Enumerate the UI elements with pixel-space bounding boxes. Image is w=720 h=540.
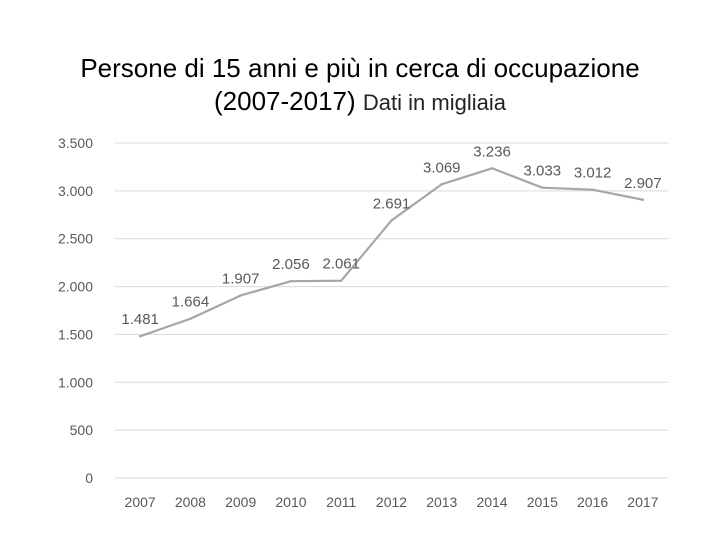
data-point [289, 280, 293, 283]
x-tick-label: 2014 [476, 494, 507, 510]
data-point [591, 188, 594, 191]
data-label: 3.069 [423, 159, 461, 176]
data-label: 1.664 [172, 294, 210, 311]
data-point [440, 183, 443, 186]
data-label: 2.907 [624, 175, 662, 192]
data-label: 3.236 [473, 143, 511, 160]
y-tick-label: 1.500 [58, 326, 93, 342]
x-tick-label: 2016 [577, 494, 608, 510]
data-point [541, 186, 544, 189]
data-point [239, 294, 242, 297]
data-label: 2.056 [272, 256, 310, 273]
data-label: 1.907 [222, 270, 260, 287]
data-label: 2.691 [373, 195, 411, 212]
chart-title: Persone di 15 anni e più in cerca di occ… [0, 52, 720, 119]
y-tick-label: 0 [85, 470, 93, 486]
title-years: (2007-2017) [214, 86, 356, 116]
x-tick-label: 2017 [627, 494, 658, 510]
data-point [490, 167, 494, 170]
x-tick-label: 2010 [275, 494, 306, 510]
x-tick-label: 2011 [326, 494, 356, 510]
data-point [340, 279, 343, 282]
series-line [139, 167, 644, 338]
data-point [390, 219, 393, 222]
x-tick-label: 2008 [175, 494, 206, 510]
data-label: 1.481 [121, 311, 159, 328]
x-tick-label: 2009 [225, 494, 256, 510]
data-point [138, 335, 142, 338]
data-point [189, 317, 192, 320]
y-tick-label: 1.000 [58, 374, 93, 390]
data-label: 2.061 [322, 256, 360, 273]
x-tick-label: 2013 [426, 494, 457, 510]
x-tick-label: 2012 [376, 494, 407, 510]
y-tick-label: 2.500 [58, 231, 93, 247]
x-tick-label: 2007 [125, 494, 156, 510]
title-line-2: (2007-2017) Dati in migliaia [0, 85, 720, 119]
title-line-1: Persone di 15 anni e più in cerca di occ… [80, 53, 640, 83]
y-tick-label: 500 [70, 422, 94, 438]
y-tick-label: 3.000 [58, 183, 93, 199]
title-unit: Dati in migliaia [362, 90, 506, 115]
data-label: 3.012 [574, 165, 612, 182]
data-point [641, 198, 645, 201]
y-tick-label: 3.500 [58, 135, 93, 151]
x-tick-label: 2015 [527, 494, 558, 510]
y-tick-label: 2.000 [58, 279, 93, 295]
data-label: 3.033 [524, 163, 562, 180]
